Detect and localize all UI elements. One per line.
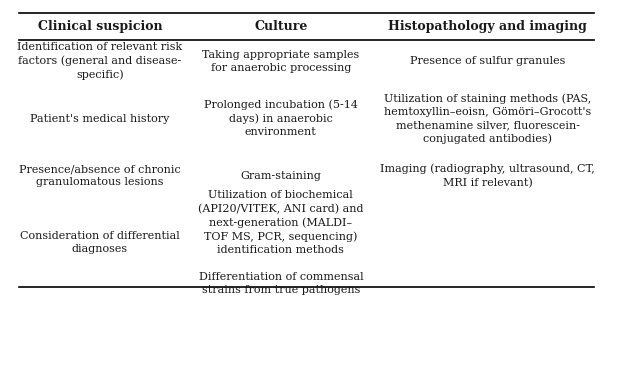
Text: Culture: Culture — [254, 20, 307, 33]
Text: Gram-staining: Gram-staining — [241, 171, 321, 181]
Text: Identification of relevant risk
factors (general and disease-
specific): Identification of relevant risk factors … — [17, 43, 183, 80]
Text: Imaging (radiography, ultrasound, CT,
MRI if relevant): Imaging (radiography, ultrasound, CT, MR… — [380, 164, 595, 188]
Text: Utilization of staining methods (PAS,
hemtoxyllin–eoisn, Gömöri–Grocott's
methen: Utilization of staining methods (PAS, he… — [384, 93, 591, 144]
Text: Presence/absence of chronic
granulomatous lesions: Presence/absence of chronic granulomatou… — [19, 164, 181, 187]
Text: Clinical suspicion: Clinical suspicion — [38, 20, 162, 33]
Text: Histopathology and imaging: Histopathology and imaging — [388, 20, 587, 33]
Text: Presence of sulfur granules: Presence of sulfur granules — [410, 56, 565, 66]
Text: Consideration of differential
diagnoses: Consideration of differential diagnoses — [20, 231, 180, 254]
Text: Utilization of biochemical
(API20/VITEK, ANI card) and
next-generation (MALDI–
T: Utilization of biochemical (API20/VITEK,… — [198, 190, 363, 295]
Text: Patient's medical history: Patient's medical history — [30, 114, 170, 124]
Text: Taking appropriate samples
for anaerobic processing: Taking appropriate samples for anaerobic… — [202, 50, 360, 73]
Text: Prolonged incubation (5-14
days) in anaerobic
environment: Prolonged incubation (5-14 days) in anae… — [204, 100, 358, 137]
